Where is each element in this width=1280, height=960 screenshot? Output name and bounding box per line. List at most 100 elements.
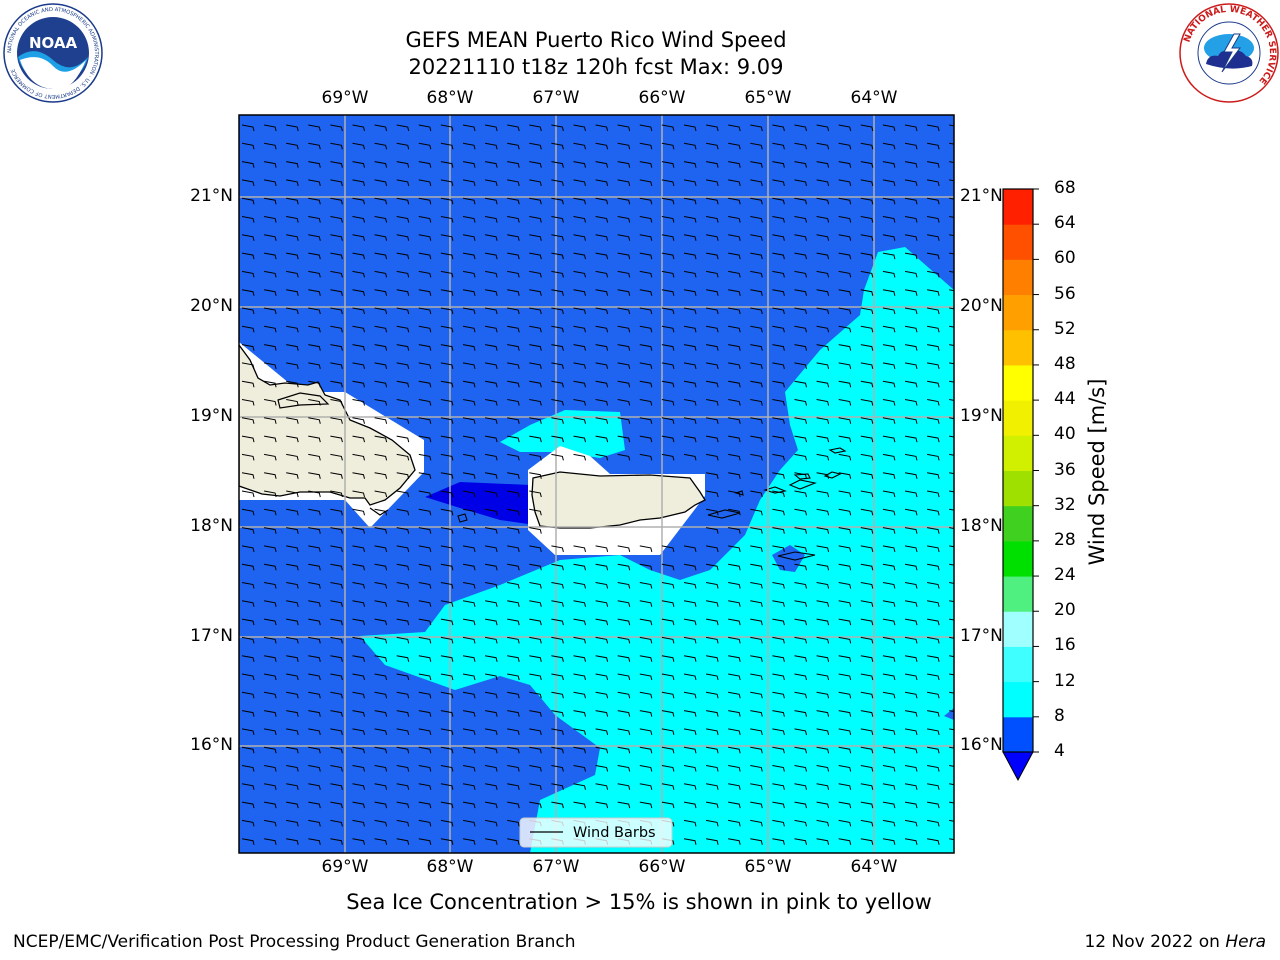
wind-barb	[816, 582, 830, 589]
wind-barb	[595, 582, 609, 589]
wind-barb	[485, 582, 498, 589]
colorbar-segment	[1003, 189, 1033, 225]
wind-barb	[330, 252, 343, 260]
wind-barb	[595, 252, 609, 260]
wind-barb	[529, 582, 542, 589]
wind-barb	[264, 289, 277, 296]
wind-barb	[949, 765, 954, 767]
wind-barb	[573, 142, 586, 150]
wind-barb	[639, 362, 653, 370]
wind-barb	[551, 325, 564, 333]
wind-barb	[882, 508, 896, 516]
wind-barb	[816, 325, 830, 333]
wind-barb	[860, 435, 874, 443]
wind-barb	[418, 252, 432, 260]
wind-barb	[927, 453, 940, 461]
wind-barb	[927, 728, 940, 736]
wind-barb	[683, 655, 697, 662]
wind-barb	[794, 252, 807, 260]
wind-barb	[308, 142, 321, 150]
wind-barb	[882, 746, 896, 754]
wind-barb	[485, 435, 498, 443]
wind-barb	[485, 655, 498, 662]
colorbar-tick-label: 32	[1054, 494, 1076, 515]
wind-barb	[264, 618, 277, 626]
wind-barb	[661, 673, 675, 681]
wind-barb	[904, 691, 918, 699]
wind-barb	[949, 179, 954, 182]
wind-barb	[396, 270, 410, 278]
wind-barb	[308, 838, 321, 845]
wind-barb	[529, 344, 542, 351]
wind-barb	[308, 234, 321, 241]
wind-barb	[882, 728, 896, 736]
wind-barb	[551, 783, 564, 790]
wind-barb	[838, 325, 852, 333]
wind-barb	[706, 746, 719, 754]
wind-barb	[617, 399, 631, 406]
wind-barb	[396, 838, 410, 845]
wind-barb	[617, 728, 631, 736]
wind-barb	[551, 728, 564, 736]
wind-barb	[904, 728, 918, 736]
wind-barb	[573, 179, 586, 187]
wind-barb	[551, 307, 564, 315]
colorbar-segment	[1003, 329, 1033, 366]
wind-barb	[352, 691, 365, 699]
wind-barb	[617, 216, 631, 223]
wind-barb	[286, 252, 299, 260]
wind-barb	[529, 801, 542, 809]
lon-label-bottom: 67°W	[532, 857, 580, 877]
wind-barb	[750, 197, 763, 205]
wind-barb	[507, 691, 520, 699]
wind-barb	[617, 801, 631, 809]
wind-barb	[551, 691, 564, 699]
wind-barb	[551, 582, 564, 589]
wind-barb	[706, 344, 719, 351]
wind-barb	[882, 161, 896, 168]
wind-barb	[816, 710, 830, 717]
wind-barb	[507, 490, 520, 498]
wind-barb	[374, 161, 388, 168]
wind-barb	[286, 527, 299, 534]
wind-barb	[462, 325, 476, 333]
wind-barb	[485, 838, 498, 845]
wind-barb	[683, 728, 697, 736]
wind-barb	[838, 673, 852, 681]
wind-barb	[750, 527, 763, 534]
wind-barb	[838, 435, 852, 443]
wind-barb	[794, 124, 807, 132]
wind-barb	[882, 783, 896, 790]
wind-barb	[882, 636, 896, 644]
wind-barb	[507, 216, 520, 223]
wind-barb	[860, 563, 874, 571]
wind-barb	[816, 234, 830, 241]
wind-barb	[374, 636, 388, 644]
wind-barb	[330, 197, 343, 205]
wind-barb	[529, 527, 542, 534]
wind-barb	[860, 691, 874, 699]
wind-barb	[330, 819, 343, 827]
wind-barb	[286, 270, 299, 278]
wind-barb	[529, 746, 542, 754]
wind-barb	[816, 161, 830, 168]
wind-barb	[927, 270, 940, 278]
wind-barb	[882, 252, 896, 260]
wind-barb	[816, 399, 830, 406]
wind-barb	[728, 197, 741, 205]
wind-barb	[264, 673, 277, 681]
wind-barb	[551, 252, 564, 260]
wind-barb	[904, 582, 918, 589]
wind-barb	[838, 417, 852, 424]
wind-barb	[927, 655, 940, 662]
wind-barb	[264, 765, 277, 772]
wind-barb	[661, 307, 675, 315]
wind-barb	[573, 197, 586, 205]
wind-barb	[507, 545, 520, 553]
wind-barb	[440, 838, 454, 845]
wind-barb	[485, 691, 498, 699]
wind-barb	[860, 289, 874, 296]
wind-barb	[728, 673, 741, 681]
wind-barb	[595, 728, 609, 736]
wind-barb	[904, 710, 918, 717]
